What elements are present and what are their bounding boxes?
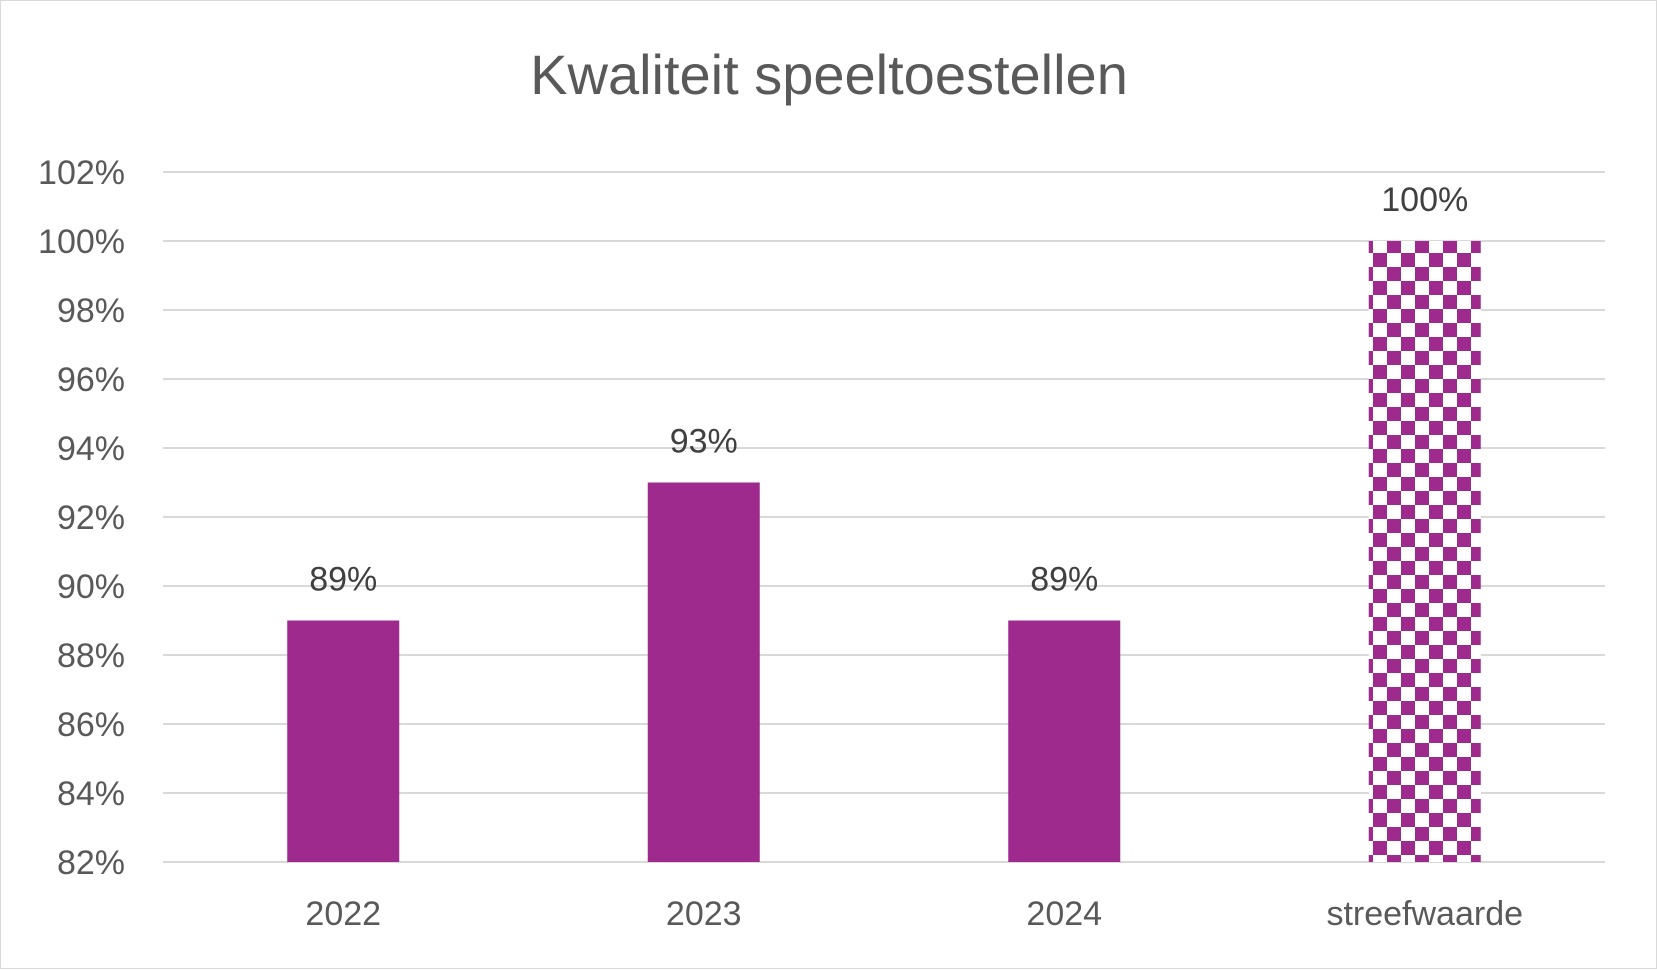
bar [647,482,760,862]
gridlines [163,171,1605,863]
y-tick-label: 98% [57,292,125,330]
x-axis-categories: 2022 2023 2024 streefwaarde [305,895,1523,933]
y-tick-label: 88% [57,637,125,675]
y-tick-label: 82% [57,844,125,882]
y-tick-label: 96% [57,361,125,399]
bars [287,241,1481,862]
y-tick-label: 102% [38,154,125,192]
x-category-label: 2022 [305,895,381,933]
chart-title: Kwaliteit speeltoestellen [530,43,1128,106]
x-category-label: 2023 [666,895,742,933]
data-label: 89% [1030,561,1098,599]
bar [287,620,400,862]
data-label: 89% [309,561,377,599]
y-tick-label: 84% [57,775,125,813]
data-labels: 89% 93% 89% 100% [309,181,1468,599]
y-axis-ticks: 82% 84% 86% 88% 90% 92% 94% 96% 98% 100% 102% [38,154,125,882]
bar [1368,241,1481,862]
y-tick-label: 100% [38,223,125,261]
y-tick-label: 90% [57,568,125,606]
x-category-label: streefwaarde [1326,895,1523,933]
y-tick-label: 86% [57,706,125,744]
bar [1008,620,1121,862]
data-label: 93% [670,423,738,461]
data-label: 100% [1381,181,1468,219]
y-tick-label: 92% [57,499,125,537]
x-category-label: 2024 [1026,895,1102,933]
y-tick-label: 94% [57,430,125,468]
